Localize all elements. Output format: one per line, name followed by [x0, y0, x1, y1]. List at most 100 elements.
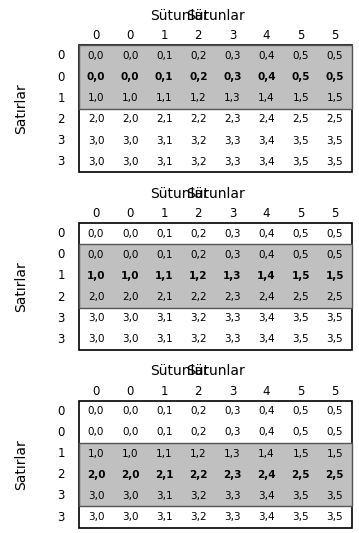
Text: 3: 3 — [229, 29, 236, 43]
Text: 0,5: 0,5 — [293, 406, 309, 416]
Text: 0,5: 0,5 — [292, 72, 310, 82]
Text: 1,2: 1,2 — [189, 271, 208, 281]
Text: 0,5: 0,5 — [326, 72, 344, 82]
Text: 3,5: 3,5 — [326, 512, 343, 522]
Bar — [79, 244, 352, 308]
Text: 2,5: 2,5 — [292, 470, 310, 480]
Text: 2: 2 — [57, 290, 65, 304]
Text: 1,0: 1,0 — [88, 93, 104, 103]
Text: 1,3: 1,3 — [224, 449, 241, 458]
Text: 3,1: 3,1 — [156, 512, 173, 522]
Text: 2,3: 2,3 — [224, 292, 241, 302]
Text: 1,0: 1,0 — [88, 449, 104, 458]
Text: 4: 4 — [263, 29, 270, 43]
Text: 1,2: 1,2 — [190, 449, 207, 458]
Text: 2,5: 2,5 — [292, 115, 309, 124]
Text: 0: 0 — [92, 385, 100, 398]
Text: 2,0: 2,0 — [122, 115, 138, 124]
Text: 3,1: 3,1 — [156, 491, 173, 501]
Text: 0,3: 0,3 — [224, 427, 241, 438]
Text: 0,4: 0,4 — [258, 406, 275, 416]
Text: 0,3: 0,3 — [224, 250, 241, 260]
Text: 3: 3 — [57, 489, 65, 503]
Text: 2,2: 2,2 — [189, 470, 208, 480]
Text: 4: 4 — [263, 207, 270, 220]
Text: 2: 2 — [195, 385, 202, 398]
Text: 0: 0 — [92, 29, 100, 43]
Text: 1: 1 — [160, 29, 168, 43]
Text: 5: 5 — [331, 385, 339, 398]
Text: 2,2: 2,2 — [190, 115, 207, 124]
Text: 0,4: 0,4 — [258, 250, 275, 260]
Text: 0: 0 — [57, 70, 65, 84]
Text: 1,5: 1,5 — [292, 449, 309, 458]
Text: 0,4: 0,4 — [258, 427, 275, 438]
Text: 1,0: 1,0 — [122, 93, 138, 103]
Text: 0,0: 0,0 — [88, 406, 104, 416]
Text: 1,5: 1,5 — [326, 93, 343, 103]
Text: 5: 5 — [297, 29, 304, 43]
Text: 2,0: 2,0 — [121, 470, 139, 480]
Text: 1: 1 — [160, 385, 168, 398]
Text: 0,5: 0,5 — [327, 427, 343, 438]
Text: 5: 5 — [331, 207, 339, 220]
Text: 3,5: 3,5 — [326, 135, 343, 146]
Text: 0: 0 — [57, 426, 65, 439]
Text: 0,4: 0,4 — [258, 229, 275, 239]
Text: 1,1: 1,1 — [156, 449, 173, 458]
Text: 0,2: 0,2 — [190, 250, 206, 260]
Text: 3,3: 3,3 — [224, 157, 241, 167]
Text: 0,3: 0,3 — [224, 406, 241, 416]
Text: 3: 3 — [57, 511, 65, 523]
Text: 2: 2 — [57, 113, 65, 126]
Text: 0,0: 0,0 — [88, 427, 104, 438]
Text: 2,0: 2,0 — [88, 115, 104, 124]
Text: 0,1: 0,1 — [156, 51, 172, 61]
Text: 3,0: 3,0 — [88, 334, 104, 344]
Text: 0,0: 0,0 — [122, 406, 138, 416]
Text: 0,5: 0,5 — [327, 51, 343, 61]
Text: 1: 1 — [160, 207, 168, 220]
Text: 3,5: 3,5 — [292, 313, 309, 323]
Text: 0,3: 0,3 — [223, 72, 242, 82]
Text: 3,5: 3,5 — [292, 135, 309, 146]
Text: 3: 3 — [57, 155, 65, 168]
Text: 0,0: 0,0 — [122, 427, 138, 438]
Text: 3: 3 — [57, 312, 65, 325]
Text: 2,5: 2,5 — [292, 292, 309, 302]
Text: 0,5: 0,5 — [327, 250, 343, 260]
Text: 0: 0 — [57, 248, 65, 261]
Bar — [79, 45, 352, 109]
Text: 3,4: 3,4 — [258, 334, 275, 344]
Text: 3,2: 3,2 — [190, 491, 207, 501]
Text: Sütunlar: Sütunlar — [186, 365, 245, 378]
Text: 3: 3 — [229, 385, 236, 398]
Text: 5: 5 — [331, 29, 339, 43]
Text: 0,5: 0,5 — [327, 406, 343, 416]
Text: 1,5: 1,5 — [326, 271, 344, 281]
Text: 3,0: 3,0 — [122, 334, 138, 344]
Text: 3,0: 3,0 — [88, 157, 104, 167]
Text: 3,0: 3,0 — [122, 491, 138, 501]
Text: 0,3: 0,3 — [224, 229, 241, 239]
Text: Sütunlar: Sütunlar — [186, 187, 245, 200]
Text: 3,3: 3,3 — [224, 512, 241, 522]
Text: 1,5: 1,5 — [292, 93, 309, 103]
Text: 3,0: 3,0 — [88, 491, 104, 501]
Text: 0,2: 0,2 — [189, 72, 208, 82]
Text: 2,4: 2,4 — [257, 470, 276, 480]
Text: 0,0: 0,0 — [122, 51, 138, 61]
Text: 2,5: 2,5 — [326, 115, 343, 124]
Text: 3: 3 — [229, 207, 236, 220]
Text: 1,3: 1,3 — [224, 93, 241, 103]
Text: 3,3: 3,3 — [224, 135, 241, 146]
Text: 0,4: 0,4 — [257, 72, 276, 82]
Text: 1,4: 1,4 — [257, 271, 276, 281]
Text: 2,4: 2,4 — [258, 115, 275, 124]
Text: 2: 2 — [57, 468, 65, 481]
Text: 3,3: 3,3 — [224, 334, 241, 344]
Bar — [79, 443, 352, 506]
Text: Sütunlar: Sütunlar — [186, 9, 245, 23]
Text: 5: 5 — [297, 207, 304, 220]
Text: 3,4: 3,4 — [258, 313, 275, 323]
